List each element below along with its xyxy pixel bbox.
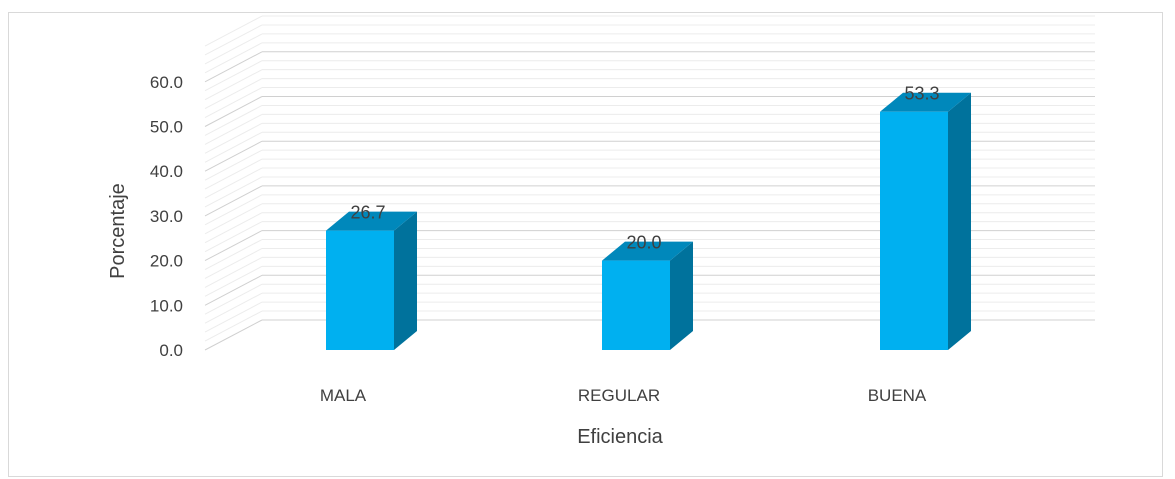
gridline-side-minor	[204, 283, 263, 315]
gridline-side-minor	[204, 24, 263, 56]
x-tick-label: REGULAR	[578, 386, 660, 405]
gridline-side-minor	[204, 239, 263, 270]
gridline-side-minor	[204, 131, 263, 163]
gridline-side-minor	[204, 203, 263, 235]
gridline-side-minor	[204, 256, 263, 288]
gridline-side-minor	[204, 310, 263, 342]
x-tick-label: MALA	[320, 386, 367, 405]
y-tick-label: 20.0	[150, 252, 183, 271]
data-label: 20.0	[626, 233, 661, 253]
y-tick-label: 10.0	[150, 296, 183, 315]
y-tick-label: 0.0	[159, 341, 183, 360]
gridline-side-major	[204, 319, 263, 351]
gridline-side-major	[204, 230, 263, 262]
gridline-side-minor	[204, 248, 263, 279]
gridline-side-minor	[204, 122, 263, 154]
gridline-side-minor	[204, 15, 263, 47]
gridline-side-minor	[204, 292, 263, 324]
bar-top	[880, 92, 971, 112]
gridline-side-minor	[204, 104, 263, 136]
gridline-side-minor	[204, 221, 263, 253]
gridline-side-minor	[204, 212, 263, 244]
gridline-side-minor	[204, 149, 263, 181]
bar-top	[326, 211, 417, 231]
gridline-side-minor	[204, 33, 263, 65]
gridline-side-major	[204, 274, 263, 306]
gridline-side-minor	[204, 60, 263, 92]
data-label: 26.7	[350, 203, 385, 223]
bars	[326, 92, 971, 351]
data-label: 53.3	[904, 84, 939, 104]
x-axis-title: Eficiencia	[577, 426, 663, 448]
y-tick-label: 50.0	[150, 118, 183, 137]
gridline-side-minor	[204, 167, 263, 199]
gridline-side-minor	[204, 113, 263, 145]
bar-mala	[326, 230, 394, 350]
gridline-side-minor	[204, 265, 263, 297]
gridline-side-major	[204, 140, 263, 172]
bar-side	[948, 92, 971, 351]
y-tick-label: 40.0	[150, 162, 183, 181]
gridline-side-minor	[204, 78, 263, 110]
gridline-side-major	[204, 185, 263, 217]
bar-buena	[880, 111, 948, 351]
bar-top	[602, 241, 693, 261]
bar-side	[394, 211, 417, 350]
gridline-side-minor	[204, 194, 263, 226]
gridline-side-major	[204, 51, 263, 83]
y-tick-label: 30.0	[150, 207, 183, 226]
y-axis-title: Porcentaje	[107, 183, 129, 279]
gridline-side-minor	[204, 176, 263, 208]
gridline-side-major	[204, 96, 263, 127]
gridline-side-minor	[204, 87, 263, 119]
bar-side	[670, 241, 693, 350]
gridline-side-minor	[204, 158, 263, 190]
labels: 0.0 10.0 20.0 30.0 40.0 50.0 60.0 26.7 MALA 20.0 R…	[150, 73, 940, 405]
gridline-side-minor	[204, 301, 263, 333]
gridline-side-minor	[204, 42, 263, 74]
bar-regular	[602, 260, 670, 350]
gridline-side-minor	[204, 69, 263, 101]
x-tick-label: BUENA	[868, 386, 927, 405]
y-tick-label: 60.0	[150, 73, 183, 92]
